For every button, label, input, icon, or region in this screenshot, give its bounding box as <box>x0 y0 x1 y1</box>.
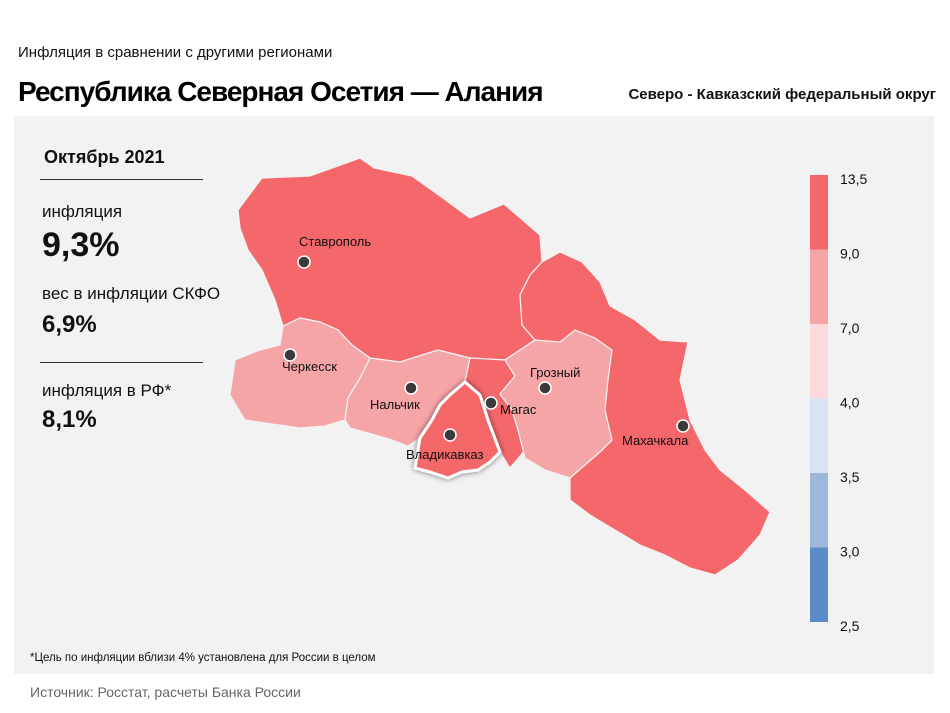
region-karachay-cherkessia[interactable] <box>229 317 371 429</box>
divider-top <box>40 179 203 180</box>
city-label-vladikavkaz: Владикавказ <box>406 447 484 462</box>
city-label-cherkessk: Черкесск <box>282 359 337 374</box>
scale-tick-label: 2,5 <box>840 618 860 634</box>
scale-band <box>810 473 828 548</box>
scale-tick-label: 3,5 <box>840 469 860 485</box>
city-label-stavropol: Ставрополь <box>299 234 371 249</box>
rf-inflation-value: 8,1% <box>42 406 97 433</box>
city-marker-cherkessk[interactable]: Черкесск <box>282 348 337 374</box>
federal-district-name: Северо - Кавказский федеральный округ <box>628 86 936 103</box>
scale-band <box>810 398 828 473</box>
city-marker-nalchik[interactable]: Нальчик <box>370 381 420 412</box>
scale-band <box>810 547 828 622</box>
city-marker-makhachkala[interactable]: Махачкала <box>622 419 690 448</box>
city-label-makhachkala: Махачкала <box>622 433 689 448</box>
scale-tick-label: 7,0 <box>840 320 860 336</box>
scale-band <box>810 249 828 324</box>
footnote: *Цель по инфляции вблизи 4% установлена … <box>30 652 376 664</box>
page-title: Республика Северная Осетия — Алания <box>18 76 544 107</box>
scale-tick-label: 13,5 <box>840 171 867 187</box>
city-marker-stavropol[interactable]: Ставрополь <box>297 234 371 269</box>
city-marker-grozny[interactable]: Грозный <box>530 365 580 395</box>
scale-tick-label: 9,0 <box>840 246 860 262</box>
divider-bottom <box>40 362 203 363</box>
source-note: Источник: Росстат, расчеты Банка России <box>30 684 301 700</box>
city-marker-magas[interactable]: Магас <box>484 396 537 417</box>
city-label-nalchik: Нальчик <box>370 397 420 412</box>
city-label-grozny: Грозный <box>530 365 580 380</box>
region-dagestan[interactable] <box>519 251 771 576</box>
scale-tick-label: 3,0 <box>840 544 860 560</box>
inflation-label: инфляция <box>42 202 123 221</box>
inflation-value: 9,3% <box>42 226 120 264</box>
inflation-color-scale: 13,5 9,0 7,0 4,0 3,5 3,0 2,5 <box>810 171 867 634</box>
scale-band <box>810 175 828 250</box>
chart-subtitle: Инфляция в сравнении с другими регионами <box>18 44 333 61</box>
weight-value: 6,9% <box>42 311 97 338</box>
city-marker-vladikavkaz[interactable]: Владикавказ <box>406 428 484 462</box>
weight-label: вес в инфляции СКФО <box>42 284 221 303</box>
scale-tick-label: 4,0 <box>840 395 860 411</box>
city-label-magas: Магас <box>500 402 537 417</box>
period-label: Октябрь 2021 <box>44 147 165 167</box>
region-north-ossetia[interactable] <box>413 380 502 480</box>
rf-inflation-label: инфляция в РФ* <box>42 381 172 400</box>
scale-band <box>810 324 828 399</box>
